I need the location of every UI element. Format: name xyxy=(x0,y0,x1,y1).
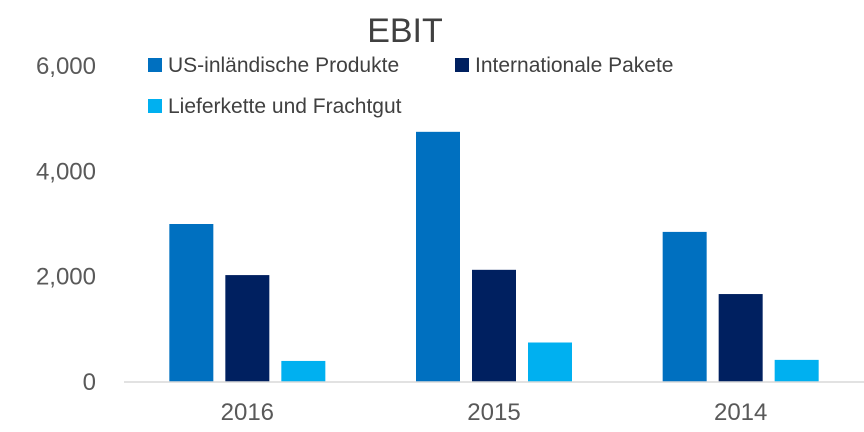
x-tick-label: 2015 xyxy=(467,399,520,426)
bar-2015-series-1 xyxy=(416,131,460,382)
x-tick-label: 2014 xyxy=(714,399,767,426)
bar-2015-series-2 xyxy=(472,269,516,382)
legend-swatch xyxy=(455,58,469,72)
x-axis: 2016 2015 2014 xyxy=(221,399,768,426)
bar-2014-series-1 xyxy=(662,231,707,382)
legend-swatch xyxy=(148,99,162,113)
bar-2015-series-3 xyxy=(528,342,572,382)
bar-2016-series-2 xyxy=(225,275,270,382)
x-tick-label: 2016 xyxy=(221,399,274,426)
bar-2016-series-1 xyxy=(169,224,214,382)
y-tick-label: 0 xyxy=(83,369,96,396)
y-tick-label: 2,000 xyxy=(36,264,96,291)
legend-label: Internationale Pakete xyxy=(475,54,673,77)
plot-area xyxy=(169,131,819,382)
legend: US-inländische Produkte Internationale Pa… xyxy=(148,54,673,118)
y-tick-label: 4,000 xyxy=(36,158,96,185)
legend-swatch xyxy=(148,58,162,72)
bar-2014-series-3 xyxy=(774,359,819,382)
bar-2014-series-2 xyxy=(718,294,763,382)
chart-title: EBIT xyxy=(367,12,443,50)
bar-2016-series-3 xyxy=(281,360,326,382)
y-axis: 0 2,000 4,000 6,000 xyxy=(36,53,96,396)
legend-label: US-inländische Produkte xyxy=(168,54,399,77)
y-tick-label: 6,000 xyxy=(36,53,96,80)
legend-label: Lieferkette und Frachtgut xyxy=(168,95,402,118)
